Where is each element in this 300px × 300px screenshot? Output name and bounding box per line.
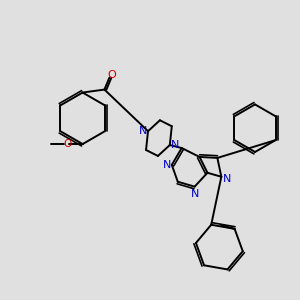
Text: N: N	[163, 160, 171, 170]
Text: N: N	[223, 174, 232, 184]
Text: O: O	[107, 70, 116, 80]
Text: N: N	[171, 140, 179, 150]
Text: N: N	[190, 189, 199, 199]
Text: N: N	[139, 126, 147, 136]
Text: O: O	[64, 139, 72, 149]
